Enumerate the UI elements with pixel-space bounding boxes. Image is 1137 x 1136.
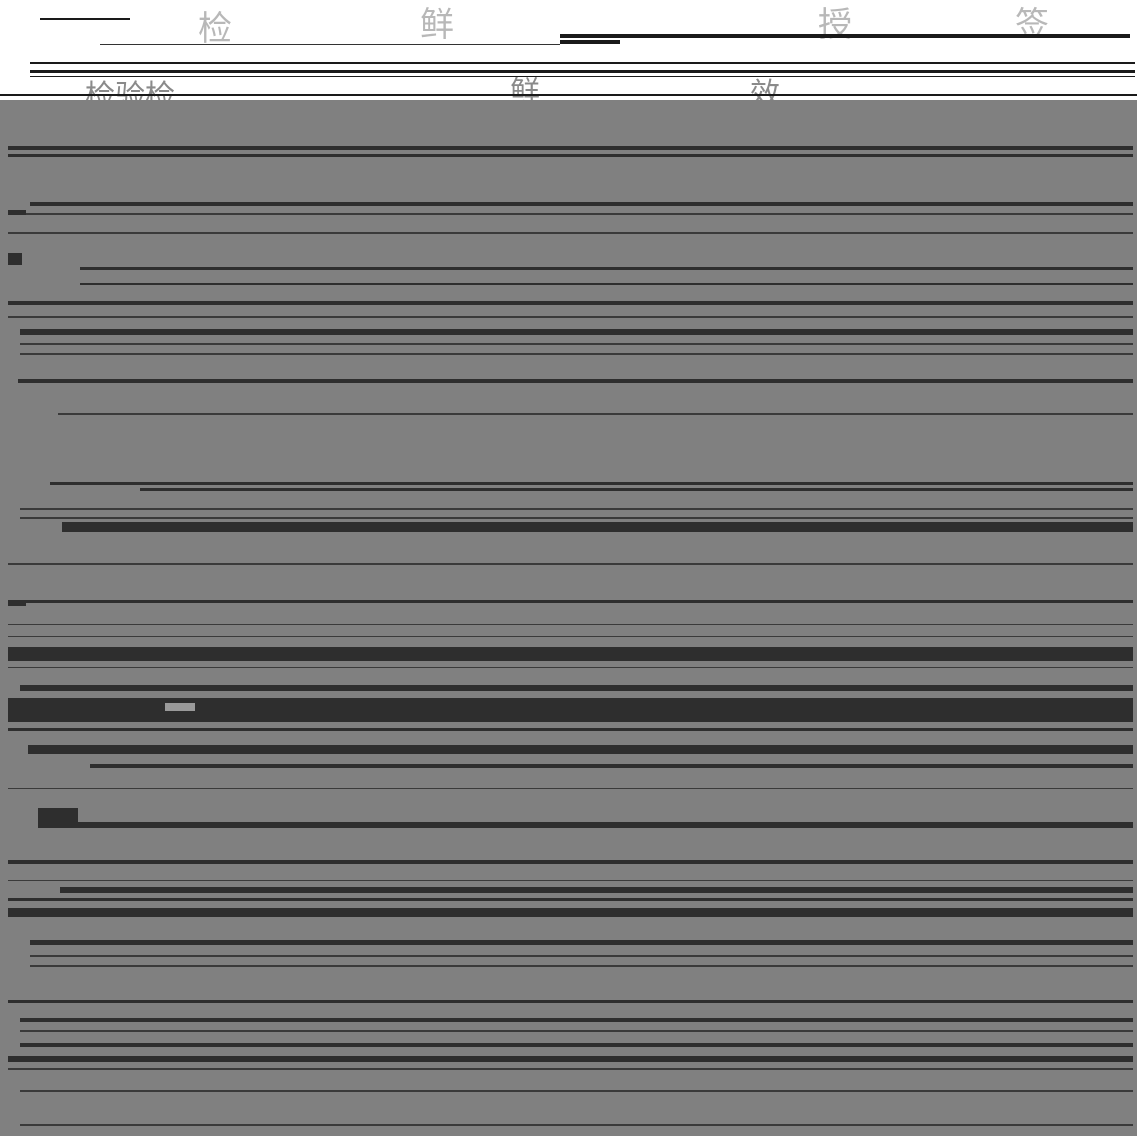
scan-line [8,908,1133,917]
scan-line [8,1000,1133,1003]
scan-line [18,379,1133,383]
header-rule [40,18,130,20]
scan-line [20,1030,1133,1032]
content-panel [0,100,1137,1136]
scan-line [8,860,1133,864]
header-rule [0,94,1137,96]
scan-line [20,508,1133,510]
scan-line [30,940,1133,945]
scan-line [8,154,1133,157]
scan-line [20,1124,1133,1126]
scan-line [80,267,1133,270]
scan-speck [8,253,22,265]
scan-line [8,213,1133,215]
header-rule [30,70,1135,73]
scan-line [8,624,1133,625]
scan-line [8,728,1133,731]
scan-line [20,1018,1133,1022]
scan-line [20,1043,1133,1047]
scan-speck [8,210,26,215]
scan-line [20,517,1133,519]
scan-line [30,965,1133,967]
header-glyph-1: 检 [198,9,232,49]
scan-line [8,788,1133,789]
scan-line [60,887,1133,893]
scan-line [8,636,1133,637]
scan-line [28,745,1133,754]
scan-line [20,685,1133,691]
scan-speck [38,808,78,828]
scan-line [8,301,1133,305]
scan-line [140,488,1133,491]
scan-line [20,343,1133,345]
scan-line [8,600,1133,603]
header-rule [100,44,560,45]
header-rule [560,40,620,44]
scan-line [8,563,1133,565]
header-glyph-2: 鲜 [420,5,454,45]
header-band [0,0,1137,100]
scan-line [8,880,1133,881]
scan-line [60,822,1133,828]
scan-line [8,146,1133,150]
scan-line [8,316,1133,318]
scan-line [8,898,1133,901]
scan-line [8,1056,1133,1062]
scan-speck [165,703,195,711]
scan-line [8,698,1133,722]
scan-line [80,283,1133,285]
scan-line [8,647,1133,661]
scan-line [20,329,1133,335]
header-rule [560,34,1130,38]
scan-line [20,353,1133,355]
scan-speck [8,600,26,606]
scan-line [20,1090,1133,1092]
scan-line [8,667,1133,668]
scan-line [30,202,1133,206]
scan-line [58,413,1133,415]
scan-line [90,764,1133,768]
scan-line [62,522,1133,532]
header-rule [30,62,1135,64]
scan-line [8,232,1133,234]
header-rule [30,76,1135,77]
scan-line [8,1068,1133,1070]
scan-line [30,955,1133,957]
scan-line [50,482,1133,485]
